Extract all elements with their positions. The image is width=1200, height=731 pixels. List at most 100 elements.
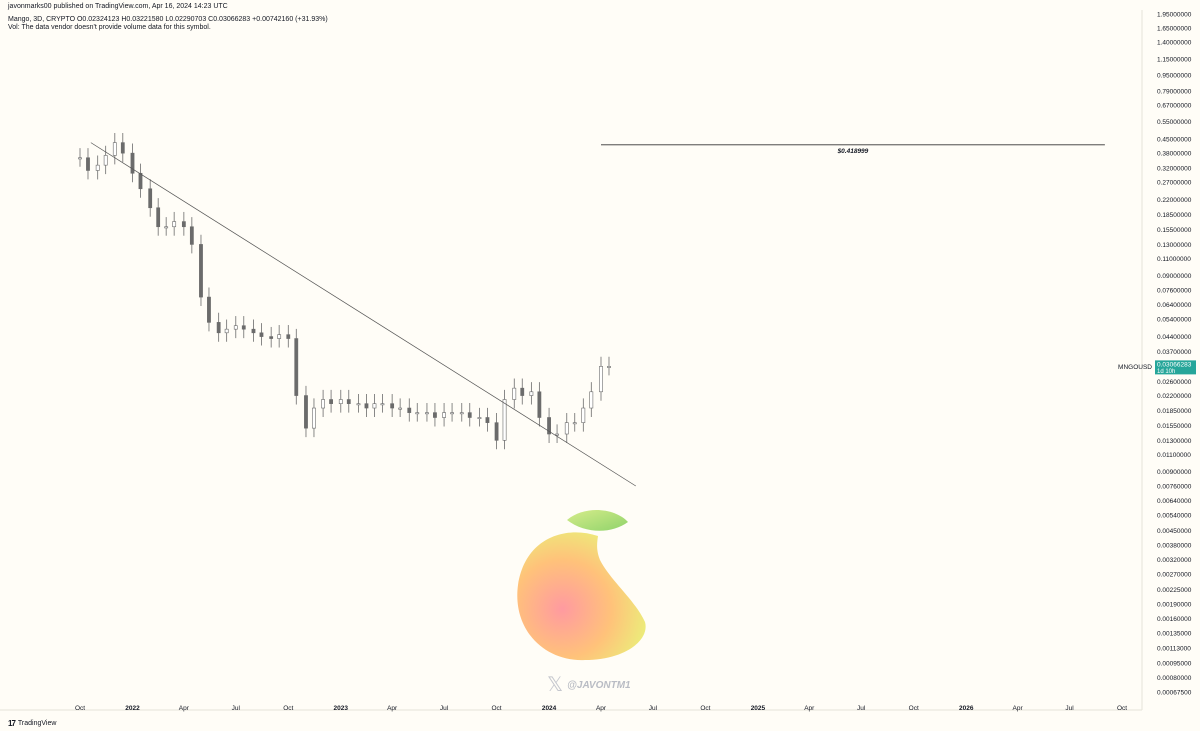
candle-body xyxy=(156,207,161,228)
candle-body xyxy=(485,417,490,423)
candle-body xyxy=(338,399,343,404)
y-tick-label: 0.15500000 xyxy=(1157,227,1192,234)
x-tick-label: Jul xyxy=(440,705,449,712)
x-tick-label: Oct xyxy=(75,705,85,712)
candle-body xyxy=(581,407,586,423)
y-tick-label: 0.22000000 xyxy=(1157,197,1192,204)
candle-body xyxy=(269,336,274,339)
candle-body xyxy=(477,417,482,419)
tradingview-logo-icon: 17 xyxy=(8,719,16,728)
y-tick-label: 0.07600000 xyxy=(1157,288,1192,295)
y-tick-label: 0.00113000 xyxy=(1157,646,1191,653)
y-tick-label: 1.95000000 xyxy=(1157,12,1192,19)
candle-body xyxy=(502,399,507,441)
y-tick-label: 0.67000000 xyxy=(1157,102,1192,109)
tradingview-footer[interactable]: 17 TradingView xyxy=(8,719,56,728)
candle-body xyxy=(356,403,361,406)
y-tick-label: 1.40000000 xyxy=(1157,40,1192,47)
trendline xyxy=(90,142,636,487)
y-tick-label: 0.00135000 xyxy=(1157,631,1192,638)
volume-note: Vol: The data vendor doesn't provide vol… xyxy=(8,24,211,31)
candle-body xyxy=(589,391,594,409)
y-tick-label: 0.09000000 xyxy=(1157,273,1192,280)
ohlc-legend: Mango, 3D, CRYPTO O0.02324123 H0.0322158… xyxy=(8,16,328,23)
candle-body xyxy=(181,221,186,228)
y-tick-label: 0.00160000 xyxy=(1157,616,1192,623)
annotation-group: $0.418999 xyxy=(601,144,1105,155)
x-tick-label: Oct xyxy=(1117,705,1127,712)
publisher-line: javonmarks00 published on TradingView.co… xyxy=(8,3,228,10)
x-tick-label: 2024 xyxy=(542,705,557,712)
y-tick-label: 0.00900000 xyxy=(1157,469,1192,476)
y-tick-label: 0.06400000 xyxy=(1157,302,1192,309)
x-tick-label: Apr xyxy=(179,705,190,712)
candle-body xyxy=(329,399,333,404)
y-tick-label: 0.00380000 xyxy=(1157,542,1192,549)
y-tick-label: 0.01850000 xyxy=(1157,408,1192,415)
candle-body xyxy=(172,221,177,228)
target-price-label: $0.418999 xyxy=(837,148,869,155)
candle-body xyxy=(241,325,246,330)
candle-body xyxy=(304,395,308,429)
y-tick-label: 0.00450000 xyxy=(1157,528,1192,535)
candle-body xyxy=(78,157,82,160)
y-tick-label: 0.00225000 xyxy=(1157,587,1192,594)
last-price-symbol: MNGOUSD xyxy=(1118,364,1152,371)
y-tick-label: 0.01550000 xyxy=(1157,423,1192,430)
candle-body xyxy=(251,328,256,334)
candle-body xyxy=(529,391,534,396)
x-tick-label: 2025 xyxy=(751,705,766,712)
y-tick-label: 0.00320000 xyxy=(1157,557,1192,564)
x-tick-label: Jul xyxy=(232,705,241,712)
y-tick-label: 1.15000000 xyxy=(1157,56,1192,63)
candle-body xyxy=(433,412,437,418)
x-tick-label: Apr xyxy=(804,705,815,712)
candle-body xyxy=(130,152,135,174)
x-tick-label: Jul xyxy=(649,705,658,712)
trendline-group xyxy=(90,142,636,487)
candle-body xyxy=(425,412,429,415)
y-tick-label: 0.00190000 xyxy=(1157,601,1192,608)
y-tick-label: 0.01100000 xyxy=(1157,452,1191,459)
candle-body xyxy=(189,226,194,245)
candle-body xyxy=(346,399,351,404)
candle-body xyxy=(120,142,125,154)
candle-body xyxy=(512,387,517,400)
candle-body xyxy=(442,412,446,418)
candle-body xyxy=(259,332,264,337)
y-tick-label: 0.27000000 xyxy=(1157,180,1192,187)
y-tick-label: 1.65000000 xyxy=(1157,26,1192,33)
x-tick-label: 2026 xyxy=(959,705,974,712)
y-tick-label: 0.01300000 xyxy=(1157,438,1192,445)
last-price-countdown: 1d 10h xyxy=(1157,369,1175,375)
price-axis[interactable]: 1.95000000 1.65000000 1.40000000 1.15000000… xyxy=(1157,12,1192,697)
tradingview-brand: TradingView xyxy=(17,720,57,727)
candle-body xyxy=(277,334,282,339)
candle-body xyxy=(520,387,525,396)
candle-body xyxy=(216,322,221,334)
time-axis[interactable]: Oct 2022 Apr Jul Oct 2023 Apr Jul Oct 2024 Apr Jul O… xyxy=(75,705,1127,712)
candle-body xyxy=(415,412,420,415)
candle-body xyxy=(207,296,211,323)
x-tick-label: Apr xyxy=(387,705,398,712)
candle-body xyxy=(321,399,325,409)
candle-body xyxy=(555,433,559,436)
candle-body xyxy=(103,155,108,166)
candle-body xyxy=(294,338,299,396)
y-tick-label: 0.95000000 xyxy=(1157,73,1192,80)
candle-body xyxy=(564,422,569,435)
y-tick-label: 0.00270000 xyxy=(1157,572,1192,579)
candle-body xyxy=(459,412,464,415)
last-price-value: 0.03066283 xyxy=(1157,361,1192,368)
candle-body xyxy=(572,422,577,425)
candle-body xyxy=(286,334,291,339)
candle-body xyxy=(398,407,403,410)
candle-series xyxy=(78,132,611,450)
x-logo-icon: 𝕏 xyxy=(547,674,564,696)
x-tick-label: Oct xyxy=(283,705,293,712)
x-tick-label: Apr xyxy=(1013,705,1024,712)
last-price-box xyxy=(1155,360,1196,375)
